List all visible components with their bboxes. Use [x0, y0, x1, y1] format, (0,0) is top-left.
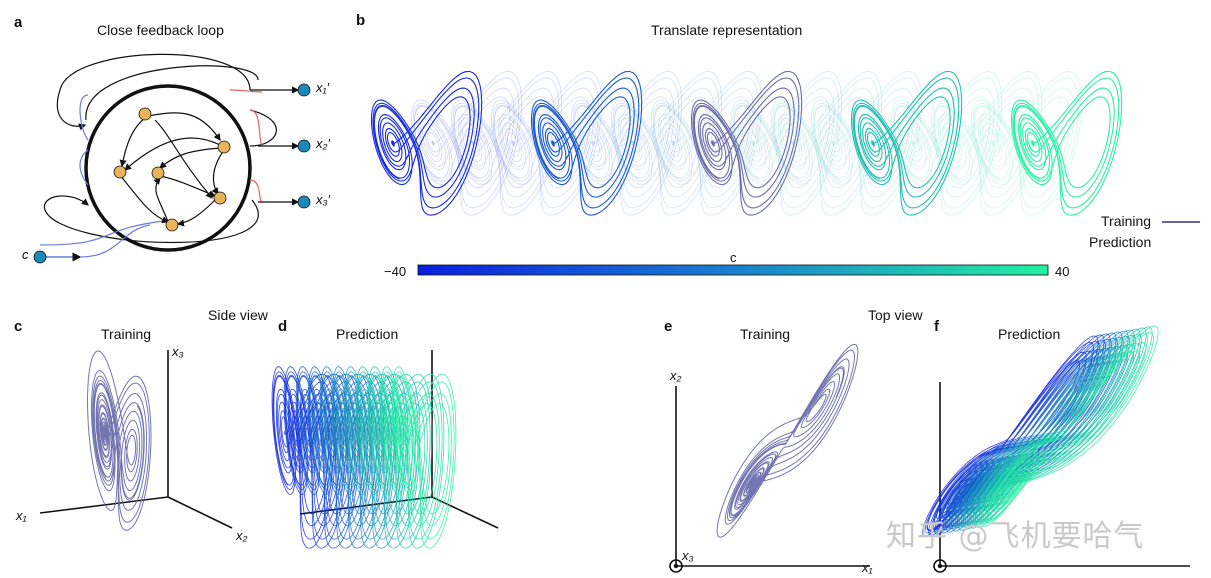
attractor-copy — [811, 71, 923, 216]
attractor-copy — [530, 70, 643, 216]
output-label-x3: x₃′ — [316, 192, 331, 207]
panel-b-title: Translate representation — [651, 22, 803, 38]
reservoir-node — [213, 191, 227, 205]
panel-d-title: Prediction — [336, 326, 399, 342]
attractor-copy — [690, 70, 803, 216]
reservoir-node — [138, 107, 152, 121]
reservoir-diagram — [33, 53, 311, 264]
attractor-copy — [891, 71, 1003, 216]
prediction-trajectory — [355, 366, 421, 549]
training-trajectory-top — [716, 343, 859, 538]
prediction-trajectory — [283, 366, 349, 549]
training-trajectory — [86, 350, 152, 531]
prediction-trajectory — [271, 366, 337, 549]
attractor-copy — [850, 70, 963, 216]
panel-c-title: Training — [101, 326, 152, 342]
prediction-trajectory-top — [982, 325, 1159, 527]
attractor-copy — [611, 71, 723, 216]
output-node-3 — [297, 195, 311, 209]
legend-training-label: Training — [1101, 213, 1152, 229]
prediction-trajectory — [343, 366, 409, 549]
axis-label-x3: x₃ — [172, 344, 184, 359]
panel-e-axes — [675, 386, 870, 567]
input-node-c — [33, 250, 47, 264]
panel-label-d: d — [278, 318, 288, 335]
colorbar-min-label: −40 — [384, 264, 407, 279]
output-node-1 — [297, 83, 311, 97]
reservoir-node — [151, 166, 165, 180]
side-view-title: Side view — [208, 307, 268, 323]
prediction-trajectory — [295, 366, 361, 549]
translate-attractor-plot — [370, 70, 1123, 216]
panel-a-title: Close feedback loop — [97, 22, 224, 38]
attractor-copy — [370, 70, 483, 216]
panel-label-b: b — [356, 12, 366, 29]
attractor-copy — [1010, 70, 1123, 216]
legend-prediction-label: Prediction — [1089, 234, 1152, 250]
prediction-trajectory — [319, 366, 385, 549]
training-attractor-side — [86, 350, 152, 531]
prediction-trajectory — [331, 366, 397, 549]
panel-f-axes — [939, 382, 1190, 567]
reservoir-node — [217, 140, 231, 154]
attractor-copy — [771, 71, 883, 216]
colorbar-title: c — [730, 250, 737, 265]
attractor-copy — [931, 71, 1043, 216]
colorbar — [417, 264, 1049, 276]
input-label-c: c — [22, 247, 29, 262]
axis-label-x1-top: x₁ — [862, 560, 873, 575]
output-node-2 — [297, 139, 311, 153]
reservoir-circle — [84, 84, 252, 252]
axis-label-x2: x₂ — [236, 528, 248, 543]
prediction-trajectory — [379, 366, 445, 549]
prediction-trajectory — [307, 366, 373, 549]
output-label-x2: x₂′ — [316, 136, 330, 151]
attractor-copy — [571, 71, 683, 216]
panel-label-e: e — [664, 318, 673, 335]
training-attractor-top — [716, 343, 859, 538]
axis-label-x1: x₁ — [16, 508, 27, 523]
reservoir-node — [113, 165, 127, 179]
prediction-trajectory — [391, 366, 457, 549]
attractor-copy — [971, 71, 1083, 216]
panel-e-title: Training — [740, 326, 791, 342]
top-view-title: Top view — [868, 307, 923, 323]
attractor-copy — [411, 71, 523, 216]
attractor-copy — [651, 71, 763, 216]
prediction-trajectory-top — [976, 326, 1153, 528]
prediction-trajectory — [367, 366, 433, 549]
panel-label-a: a — [14, 14, 23, 31]
axis-label-x2-top: x₂ — [670, 368, 682, 383]
attractor-copy — [731, 71, 843, 216]
reservoir-node — [165, 218, 179, 232]
panel-label-f: f — [934, 318, 939, 335]
watermark: 知乎 @飞机要哈气 — [886, 519, 1145, 554]
colorbar-max-label: 40 — [1055, 264, 1070, 279]
axis-label-x3-top: x₃ — [682, 548, 694, 563]
prediction-attractor-side — [271, 366, 457, 549]
panel-label-c: c — [14, 318, 23, 335]
attractor-copy — [491, 71, 603, 216]
panel-c-axes — [39, 350, 233, 529]
prediction-attractor-top — [922, 325, 1159, 537]
attractor-copy — [451, 71, 563, 216]
panel-f-title: Prediction — [998, 326, 1061, 342]
output-label-x1: x₁′ — [316, 80, 330, 95]
